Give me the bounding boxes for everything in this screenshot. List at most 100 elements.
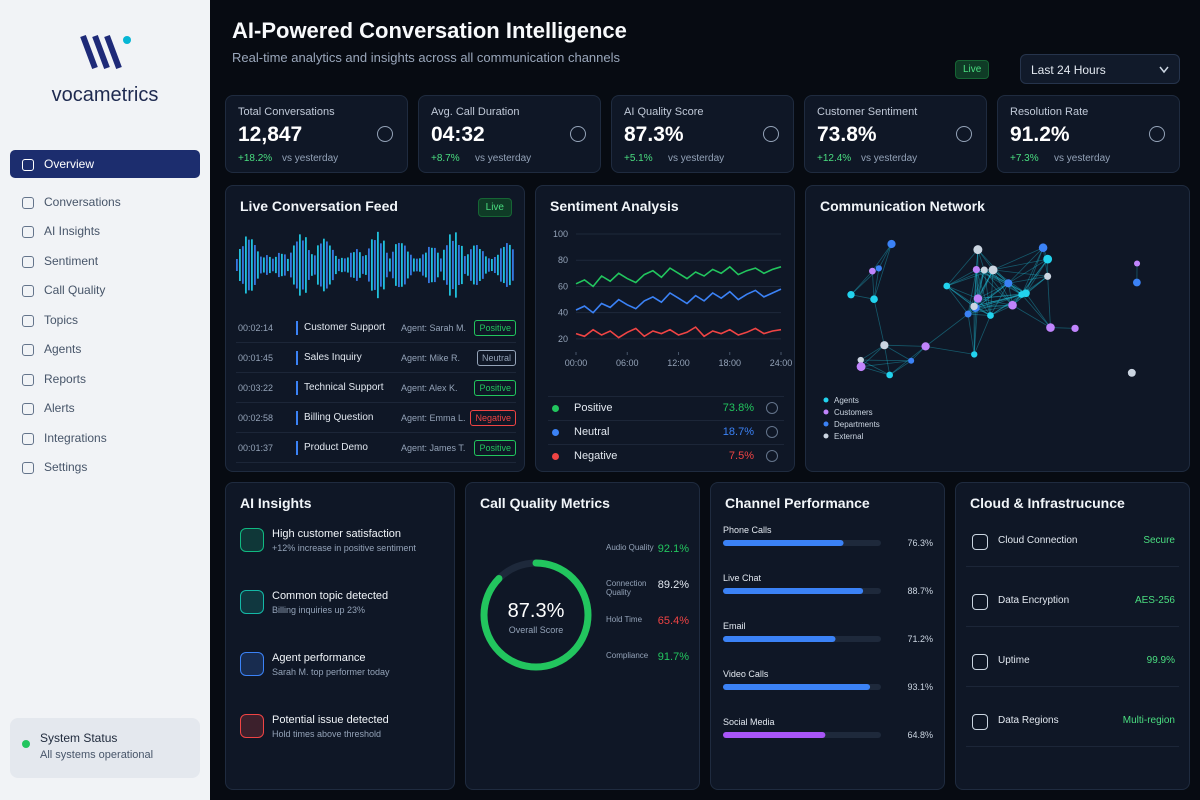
network-node bbox=[1004, 279, 1013, 288]
wave-bar bbox=[281, 253, 283, 277]
kpi-card: Avg. Call Duration 04:32 +8.7% vs yesterday bbox=[418, 95, 601, 173]
wave-bar bbox=[335, 255, 337, 275]
cloud-title: Cloud & Infrastrucunce bbox=[970, 495, 1125, 511]
kpi-delta: +12.4% bbox=[817, 153, 852, 164]
gauge-arc bbox=[480, 559, 592, 671]
legend-name: Positive bbox=[574, 402, 613, 414]
network-edge bbox=[973, 315, 991, 355]
feed-row: 00:03:22 Technical Support Agent: Alex K. P… bbox=[236, 376, 516, 403]
metric-value: 89.2% bbox=[657, 579, 689, 591]
network-edge bbox=[967, 269, 977, 315]
wave-bar bbox=[389, 258, 391, 272]
metric-value: 91.7% bbox=[657, 651, 689, 663]
feed-row: 00:01:37 Product Demo Agent: James T. Posit… bbox=[236, 436, 516, 463]
network-edge bbox=[1025, 247, 1044, 294]
nav-item[interactable]: Integrations bbox=[10, 424, 200, 452]
topic-marker bbox=[296, 351, 298, 365]
wave-bar bbox=[398, 242, 400, 288]
wave-bar bbox=[287, 258, 289, 272]
network-edge bbox=[975, 282, 1009, 309]
legend-swatch bbox=[823, 433, 829, 439]
cloud-icon bbox=[972, 654, 988, 670]
network-edge bbox=[977, 282, 1009, 299]
wave-bar bbox=[332, 249, 334, 281]
nav-icon bbox=[22, 285, 34, 297]
nav-item[interactable]: Settings bbox=[10, 453, 200, 481]
network-edge bbox=[973, 307, 977, 355]
channel-label: Video Calls bbox=[723, 669, 769, 679]
network-node bbox=[973, 294, 983, 303]
network-edge bbox=[860, 359, 912, 362]
wave-bar bbox=[443, 249, 445, 281]
topic-marker bbox=[296, 441, 298, 455]
metric-value: 92.1% bbox=[657, 543, 689, 555]
channels-card: Channel Performance Phone Calls 76.3% Live… bbox=[710, 482, 945, 790]
metric-value: 65.4% bbox=[657, 615, 689, 627]
network-edge bbox=[983, 269, 991, 316]
wave-bar bbox=[392, 251, 394, 279]
wave-bar bbox=[347, 257, 349, 273]
x-tick-label: 06:00 bbox=[616, 358, 639, 368]
feed-agent: Agent: Sarah M. bbox=[401, 323, 467, 333]
channel-bar bbox=[723, 636, 836, 642]
network-edge bbox=[946, 249, 979, 287]
sentiment-line bbox=[575, 288, 782, 314]
nav-label: Alerts bbox=[44, 401, 75, 415]
network-edge bbox=[973, 282, 1009, 307]
network-node bbox=[856, 362, 866, 372]
nav-icon bbox=[22, 159, 34, 171]
kpi-value: 04:32 bbox=[431, 123, 485, 146]
chevron bbox=[1159, 66, 1169, 74]
nav-item[interactable]: Sentiment bbox=[10, 247, 200, 275]
range-select[interactable]: Last 24 Hours bbox=[1020, 54, 1180, 84]
legend-icon bbox=[766, 402, 778, 414]
legend-swatch bbox=[552, 429, 559, 436]
legend-swatch bbox=[823, 397, 829, 403]
nav-label: Overview bbox=[44, 157, 95, 171]
kpi-card: Customer Sentiment 73.8% +12.4% vs yesterda… bbox=[804, 95, 987, 173]
network-edge bbox=[860, 359, 890, 376]
feed-topic: Customer Support bbox=[304, 322, 386, 333]
kpi-note: vs yesterday bbox=[668, 153, 725, 164]
sentiment-legend-row: Positive 73.8% bbox=[548, 396, 784, 419]
wave-bar bbox=[308, 250, 310, 280]
nav-item[interactable]: Agents bbox=[10, 335, 200, 363]
nav-item[interactable]: Call Quality bbox=[10, 276, 200, 304]
network-edge bbox=[873, 268, 880, 300]
feed-topic: Sales Inquiry bbox=[304, 352, 362, 363]
wave-bar bbox=[368, 248, 370, 282]
nav-label: Integrations bbox=[44, 430, 107, 445]
wave-bar bbox=[377, 231, 379, 299]
network-title: Communication Network bbox=[820, 198, 985, 214]
nav-item[interactable]: Topics bbox=[10, 306, 200, 334]
network-graph: Agents Customers Departments External bbox=[823, 239, 1141, 441]
network-node bbox=[875, 265, 882, 272]
nav-item[interactable]: AI Insights bbox=[10, 217, 200, 245]
wave-bar bbox=[293, 245, 295, 285]
nav-icon bbox=[22, 255, 34, 268]
nav-item[interactable]: Conversations bbox=[10, 188, 200, 216]
wave-bar bbox=[254, 245, 256, 285]
network-edge bbox=[973, 292, 1027, 307]
network-edge bbox=[992, 269, 1048, 277]
nav-item[interactable]: Overview bbox=[10, 150, 200, 178]
wave-bar bbox=[434, 247, 436, 283]
wave-bar bbox=[284, 254, 286, 276]
nav-icon bbox=[22, 226, 34, 238]
cloud-icon bbox=[972, 714, 988, 730]
wave-bar bbox=[497, 254, 499, 276]
network-edge bbox=[871, 271, 875, 300]
feed-topic: Billing Question bbox=[304, 412, 374, 423]
network-node bbox=[870, 295, 878, 304]
nav-item[interactable]: Alerts bbox=[10, 394, 200, 422]
wave-bar bbox=[302, 240, 304, 290]
cloud-card: Cloud & Infrastrucunce Cloud Connection S… bbox=[955, 482, 1190, 790]
wave-bar bbox=[491, 258, 493, 272]
channel-bar bbox=[723, 732, 826, 738]
network-edge bbox=[1008, 258, 1048, 284]
nav-item[interactable]: Reports bbox=[10, 365, 200, 393]
network-node bbox=[1008, 300, 1017, 310]
wave-bar bbox=[260, 256, 262, 274]
wave-bar bbox=[467, 254, 469, 276]
wave-bar bbox=[320, 243, 322, 287]
